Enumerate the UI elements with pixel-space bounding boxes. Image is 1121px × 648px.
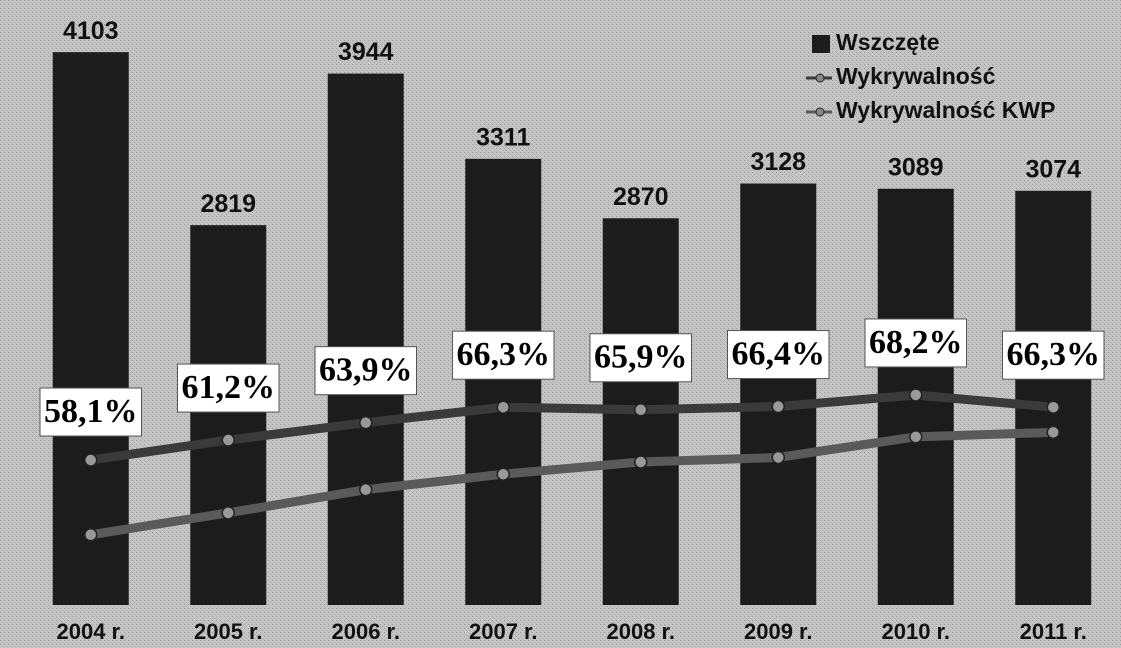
value-label: 66,3% xyxy=(457,336,551,373)
bar-value-label: 2870 xyxy=(613,183,669,211)
value-label: 65,9% xyxy=(594,339,688,376)
value-label-box xyxy=(314,346,417,396)
bar xyxy=(740,183,817,605)
x-tick-label: 2006 r. xyxy=(331,619,400,644)
point xyxy=(84,528,98,542)
bar xyxy=(52,52,129,606)
point xyxy=(496,467,510,481)
point xyxy=(909,388,923,402)
bar-value-label: 2819 xyxy=(200,190,256,218)
legend-swatch-dot xyxy=(815,107,825,117)
legend-label: Wykrywalność xyxy=(836,63,996,89)
point xyxy=(771,399,785,414)
point xyxy=(84,453,98,467)
value-label-box xyxy=(727,330,830,380)
point xyxy=(634,403,648,417)
x-tick-label: 2009 r. xyxy=(744,619,813,644)
value-label: 68,2% xyxy=(869,324,963,361)
value-label-box xyxy=(39,387,142,437)
value-label-box xyxy=(452,330,555,380)
value-label: 66,4% xyxy=(732,335,826,372)
x-tick-label: 2005 r. xyxy=(194,619,263,644)
point xyxy=(771,450,785,465)
bar-value-label: 3074 xyxy=(1025,155,1081,183)
bar xyxy=(465,158,542,605)
value-label-box xyxy=(1002,330,1105,380)
point xyxy=(496,400,510,414)
bar-value-label: 3128 xyxy=(750,148,806,176)
point xyxy=(634,455,648,469)
value-label-box xyxy=(864,318,967,368)
bar xyxy=(190,225,267,605)
point xyxy=(1046,425,1060,440)
point xyxy=(1046,400,1060,414)
point xyxy=(359,415,373,430)
legend-swatch xyxy=(812,35,830,53)
value-label: 58,1% xyxy=(44,393,138,430)
value-label: 63,9% xyxy=(319,351,413,388)
point xyxy=(221,433,235,447)
x-tick-label: 2007 r. xyxy=(469,619,538,644)
x-tick-label: 2010 r. xyxy=(881,619,950,644)
bar-value-label: 3311 xyxy=(476,123,530,151)
x-tick-label: 2008 r. xyxy=(606,619,675,644)
bar xyxy=(327,73,404,606)
bar-value-label: 3089 xyxy=(888,153,944,181)
legend-label: Wszczęte xyxy=(836,29,940,55)
value-label-box xyxy=(177,363,280,413)
bar xyxy=(1015,190,1092,605)
line xyxy=(90,390,1054,465)
x-tick-label: 2004 r. xyxy=(56,619,125,644)
line xyxy=(90,427,1054,540)
x-tick-label: 2011 r. xyxy=(1020,619,1087,644)
value-label-box xyxy=(589,333,692,383)
bar-value-label: 3944 xyxy=(338,38,394,66)
bar-value-label: 4103 xyxy=(63,17,119,45)
legend-label: Wykrywalność KWP xyxy=(836,97,1055,123)
point xyxy=(359,482,373,497)
value-label: 61,2% xyxy=(182,369,276,406)
point xyxy=(221,506,235,520)
legend-swatch-dot xyxy=(815,73,825,83)
point xyxy=(909,430,923,444)
value-label: 66,3% xyxy=(1007,336,1101,373)
